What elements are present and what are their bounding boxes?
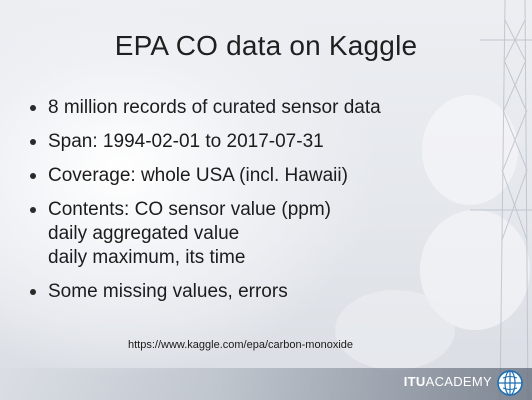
brand-bold: ITU xyxy=(403,374,426,389)
slide-title: EPA CO data on Kaggle xyxy=(114,30,418,61)
itu-globe-logo-icon xyxy=(497,370,523,396)
bullet-icon xyxy=(30,289,36,295)
bullet-text: Some missing values, errors xyxy=(48,281,288,302)
bullet-icon xyxy=(30,139,36,145)
source-url-link[interactable]: https://www.kaggle.com/epa/carbon-monoxi… xyxy=(128,339,354,351)
bullet-list: 8 million records of curated sensor data… xyxy=(28,96,488,304)
bullet-icon xyxy=(30,173,36,179)
bullet-item: Span: 1994-02-01 to 2017-07-31 xyxy=(28,130,488,154)
bullet-item: Contents: CO sensor value (ppm) daily ag… xyxy=(28,198,488,270)
bullet-icon xyxy=(30,105,36,111)
bullet-item: 8 million records of curated sensor data xyxy=(28,96,488,120)
bullet-text: 8 million records of curated sensor data xyxy=(48,97,381,118)
brand-rest: ACADEMY xyxy=(425,374,492,389)
itu-academy-brand: ITUACADEMY xyxy=(404,374,492,389)
bullet-item: Coverage: whole USA (incl. Hawaii) xyxy=(28,164,488,188)
bullet-subline: daily maximum, its time xyxy=(48,247,246,268)
bullet-subline: daily aggregated value xyxy=(48,223,240,244)
bullet-icon xyxy=(30,207,36,213)
footer-band xyxy=(0,368,532,400)
bullet-item: Some missing values, errors xyxy=(28,280,488,304)
bullet-text: Coverage: whole USA (incl. Hawaii) xyxy=(48,165,348,186)
bullet-text: Span: 1994-02-01 to 2017-07-31 xyxy=(48,131,324,152)
bullet-text: Contents: CO sensor value (ppm) xyxy=(48,199,332,220)
